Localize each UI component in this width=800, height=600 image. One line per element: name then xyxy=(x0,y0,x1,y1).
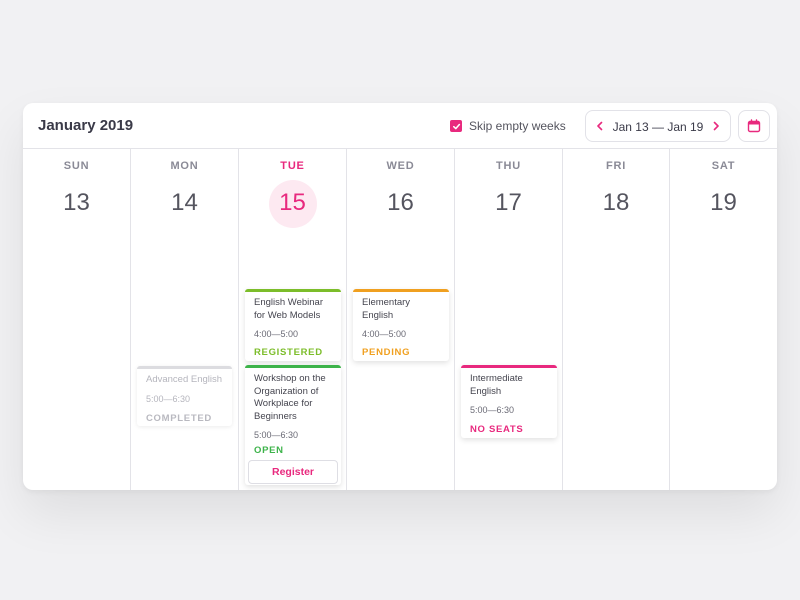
event-time: 4:00—5:00 xyxy=(362,329,407,339)
day-number: 19 xyxy=(710,189,737,216)
event-status-pending: PENDING xyxy=(362,347,411,358)
day-name: WED xyxy=(386,160,415,172)
day-name-today: TUE xyxy=(280,160,305,172)
day-column-mon: MON 14 Advanced English 5:00—6:30 COMPLE… xyxy=(131,149,239,490)
event-time: 4:00—5:00 xyxy=(254,329,299,339)
calendar-card: January 2019 Skip empty weeks Jan 13 — J… xyxy=(23,103,777,490)
day-name: SUN xyxy=(63,160,90,172)
week-range-selector: Jan 13 — Jan 19 xyxy=(585,110,731,142)
event-title: Advanced English xyxy=(146,374,223,385)
skip-empty-weeks-toggle[interactable]: Skip empty weeks xyxy=(450,119,566,133)
day-number: 14 xyxy=(171,189,198,216)
event-status-registered: REGISTERED xyxy=(254,347,323,358)
day-column-fri: FRI 18 xyxy=(563,149,670,490)
event-title: Intermediate English xyxy=(470,373,523,397)
day-number-today: 15 xyxy=(279,189,306,216)
day-column-sun: SUN 13 xyxy=(23,149,131,490)
event-card-intermediate-english[interactable]: Intermediate English 5:00—6:30 NO SEATS xyxy=(461,365,557,438)
event-title: English Webinar for Web Models xyxy=(254,297,324,321)
day-number: 17 xyxy=(495,189,522,216)
event-title: Elementary English xyxy=(362,297,411,321)
day-name: FRI xyxy=(605,160,627,172)
week-range-label: Jan 13 — Jan 19 xyxy=(612,120,704,134)
checkbox-checked-icon[interactable] xyxy=(450,120,462,132)
event-status-completed: COMPLETED xyxy=(146,413,212,424)
event-card-english-webinar[interactable]: English Webinar for Web Models 4:00—5:00… xyxy=(245,289,341,361)
event-time: 5:00—6:30 xyxy=(470,405,515,415)
calendar-picker-button[interactable] xyxy=(738,110,770,142)
event-status-no-seats: NO SEATS xyxy=(470,424,524,435)
day-name: MON xyxy=(170,160,199,172)
chevron-right-icon[interactable] xyxy=(710,120,722,132)
event-card-workshop[interactable]: Workshop on the Organization of Workplac… xyxy=(245,365,341,485)
day-name: THU xyxy=(495,160,521,172)
event-time: 5:00—6:30 xyxy=(146,393,191,404)
event-title: Workshop on the Organization of Workplac… xyxy=(254,373,326,422)
today-highlight xyxy=(269,180,317,228)
month-title: January 2019 xyxy=(38,117,134,134)
chevron-left-icon[interactable] xyxy=(594,120,606,132)
skip-empty-weeks-label: Skip empty weeks xyxy=(469,119,566,133)
day-column-wed: WED 16 Elementary English 4:00—5:00 PEND… xyxy=(347,149,455,490)
day-column-tue: TUE 15 English Webinar for Web Models 4:… xyxy=(239,149,347,490)
day-name: SAT xyxy=(711,160,736,172)
event-status-open: OPEN xyxy=(254,445,284,456)
event-card-elementary-english[interactable]: Elementary English 4:00—5:00 PENDING xyxy=(353,289,449,361)
register-button[interactable]: Register xyxy=(248,460,338,484)
day-number: 16 xyxy=(387,189,414,216)
calendar-icon xyxy=(747,119,761,133)
event-card-advanced-english[interactable]: Advanced English 5:00—6:30 COMPLETED xyxy=(137,366,232,426)
day-number: 18 xyxy=(602,189,630,216)
calendar-header: January 2019 Skip empty weeks Jan 13 — J… xyxy=(23,103,777,149)
day-column-thu: THU 17 Intermediate English 5:00—6:30 NO… xyxy=(455,149,563,490)
day-column-sat: SAT 19 xyxy=(670,149,777,490)
event-time: 5:00—6:30 xyxy=(254,430,299,440)
day-number: 13 xyxy=(63,189,90,216)
